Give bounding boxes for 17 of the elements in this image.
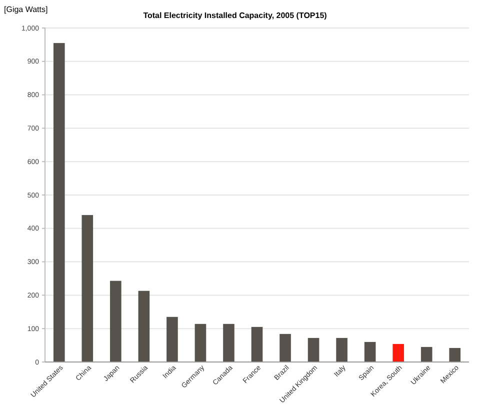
bar xyxy=(392,344,404,362)
bar xyxy=(449,348,461,362)
bar xyxy=(53,43,65,362)
bar xyxy=(280,334,291,362)
bar xyxy=(110,280,122,362)
bar xyxy=(138,290,150,362)
bar xyxy=(308,338,320,362)
bar xyxy=(194,324,206,362)
bar xyxy=(223,324,234,362)
bar xyxy=(166,316,178,362)
bar xyxy=(82,215,94,362)
bar xyxy=(336,338,348,362)
chart-title: Total Electricity Installed Capacity, 2005 (TOP15) xyxy=(143,11,328,20)
bar xyxy=(420,346,432,362)
bar xyxy=(364,342,376,362)
bar xyxy=(251,326,263,362)
y-axis-title: [Giga Watts] xyxy=(4,5,48,14)
